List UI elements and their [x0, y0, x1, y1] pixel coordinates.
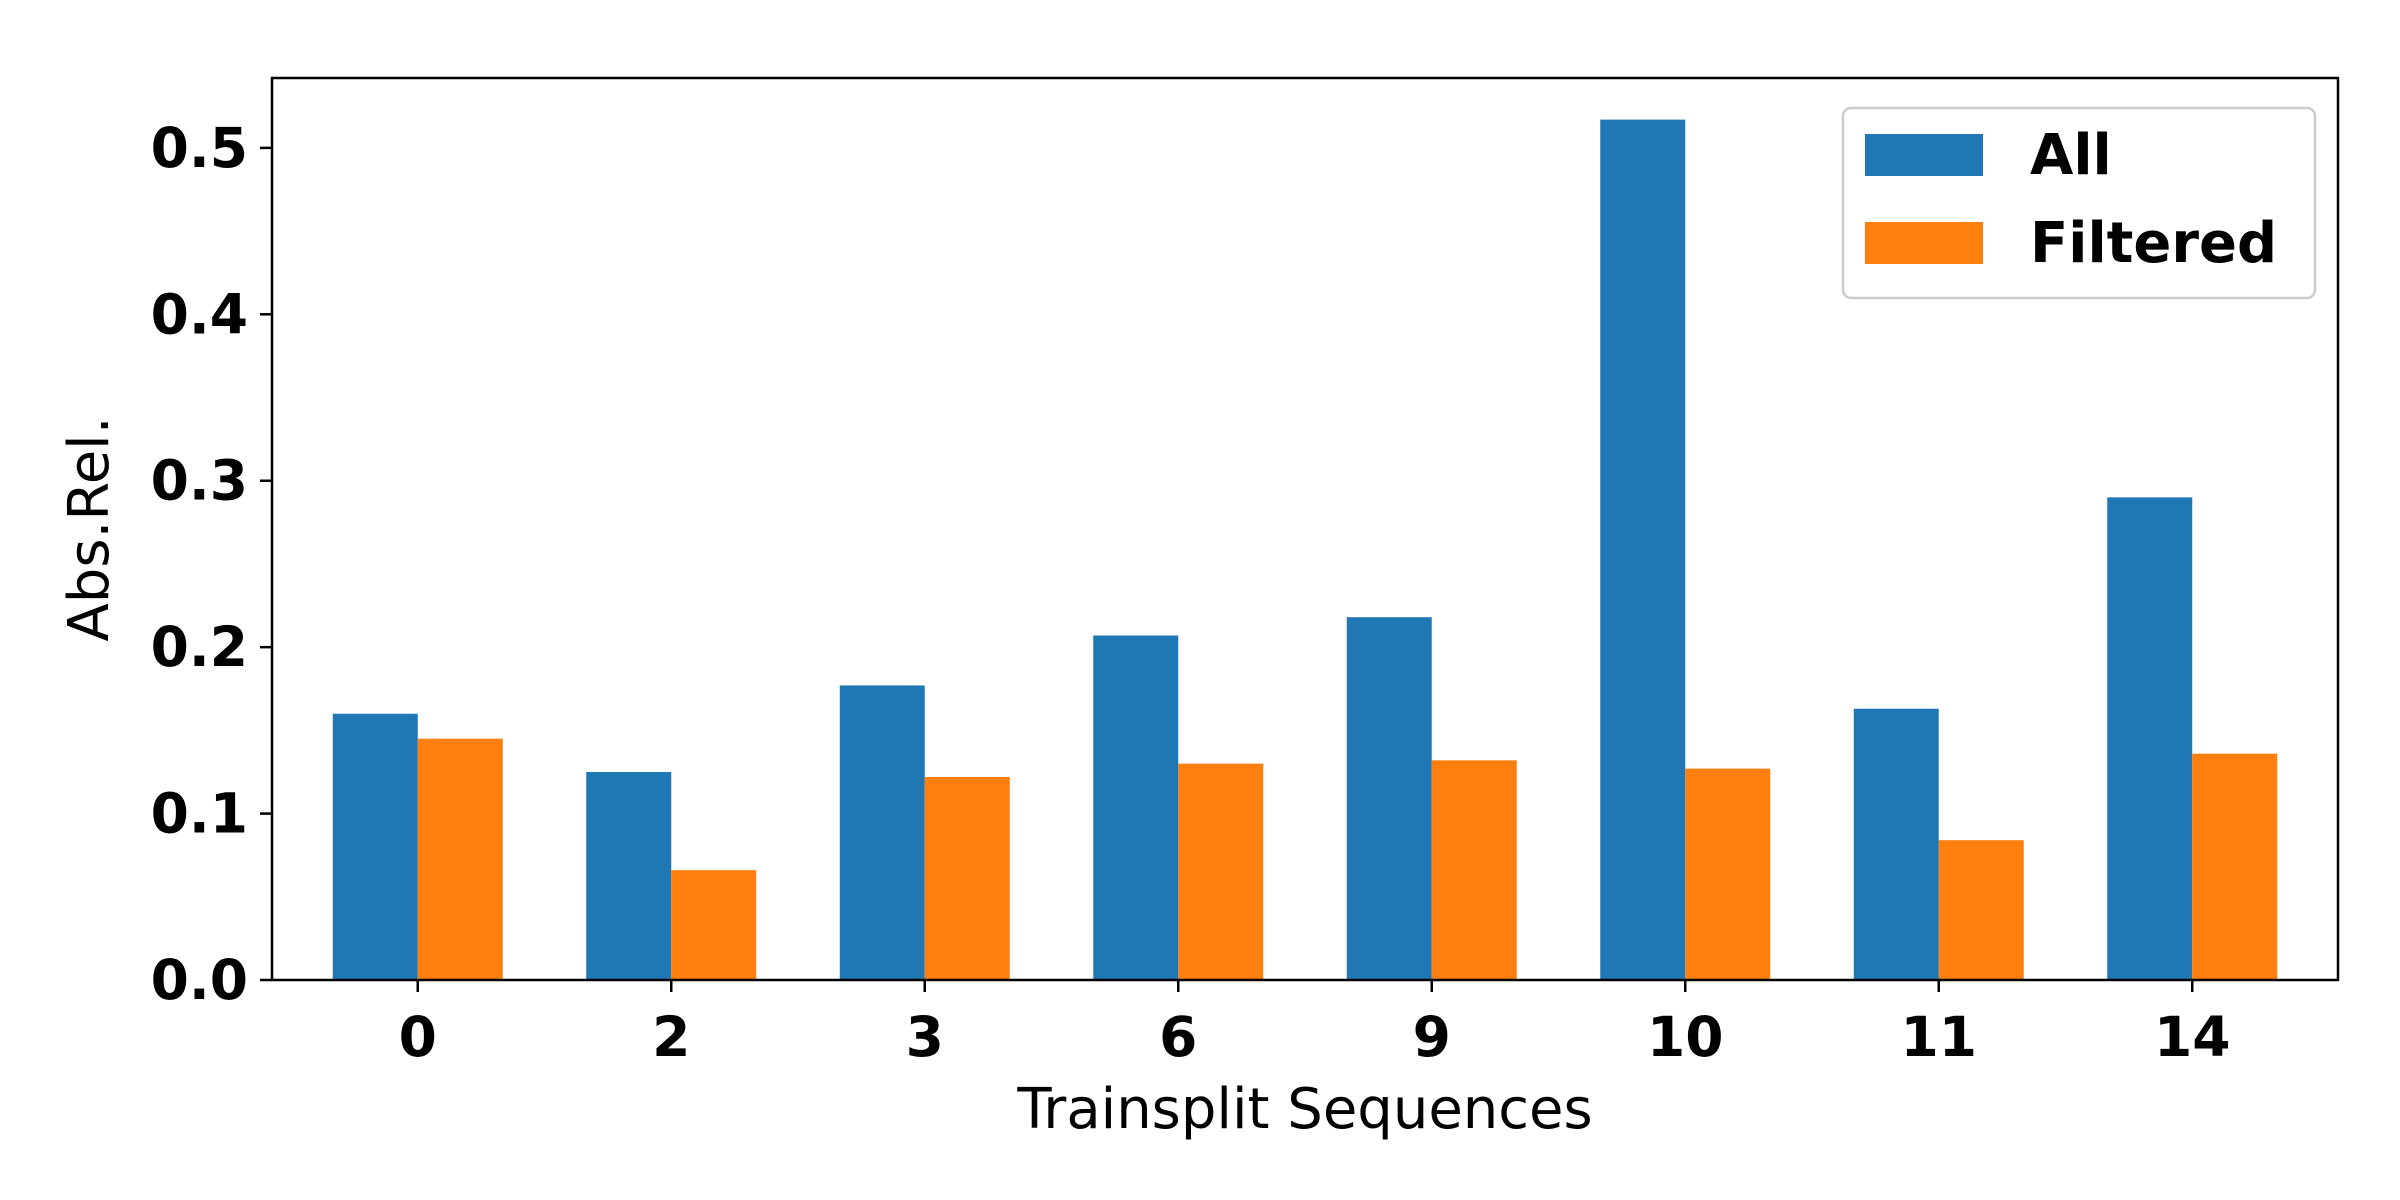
bar-all-3: [839, 685, 925, 980]
x-tick-label: 0: [399, 1005, 437, 1069]
bar-all-0: [332, 713, 418, 980]
x-axis: 0 2 3 6 9 10 11 14: [399, 980, 2231, 1069]
x-tick-label: 10: [1647, 1005, 1724, 1069]
plot-frame: [270, 76, 2340, 982]
x-tick-label: 11: [1900, 1005, 1977, 1069]
y-tick-label: 0.4: [151, 282, 248, 346]
bar-filtered-14: [2192, 753, 2278, 980]
bar-all-6: [1093, 635, 1179, 980]
bar-all-9: [1346, 617, 1432, 980]
legend-label-filtered: Filtered: [2030, 211, 2277, 276]
x-tick-label: 2: [652, 1005, 690, 1069]
bar-filtered-10: [1685, 768, 1771, 980]
y-tick-label: 0.3: [151, 449, 248, 513]
y-tick-label: 0.0: [151, 948, 248, 1012]
x-axis-label: Trainsplit Sequences: [1016, 1077, 1592, 1142]
bar-filtered-11: [1938, 840, 2024, 980]
bar-filtered-3: [924, 776, 1010, 980]
bar-all-11: [1853, 708, 1939, 980]
bar-filtered-6: [1178, 763, 1264, 980]
y-axis-label: Abs.Rel.: [57, 416, 122, 641]
x-tick-label: 14: [2154, 1005, 2231, 1069]
y-axis: 0.0 0.1 0.2 0.3 0.4 0.5: [151, 116, 272, 1012]
bar-filtered-2: [671, 870, 757, 980]
y-tick-label: 0.2: [151, 615, 248, 679]
legend-label-all: All: [2030, 123, 2112, 188]
bar-all-10: [1600, 119, 1686, 980]
bars-group: [332, 119, 2278, 980]
y-tick-label: 0.1: [151, 782, 248, 846]
x-tick-label: 6: [1159, 1005, 1197, 1069]
legend-swatch-all: [1865, 134, 1983, 176]
bar-filtered-9: [1431, 760, 1517, 980]
bar-filtered-0: [417, 738, 503, 980]
legend: All Filtered: [1841, 106, 2317, 300]
bar-all-2: [586, 771, 672, 980]
x-tick-label: 9: [1413, 1005, 1451, 1069]
y-tick-label: 0.5: [151, 116, 248, 180]
x-tick-label: 3: [906, 1005, 944, 1069]
legend-swatch-filtered: [1865, 222, 1983, 264]
bar-all-14: [2107, 497, 2193, 980]
